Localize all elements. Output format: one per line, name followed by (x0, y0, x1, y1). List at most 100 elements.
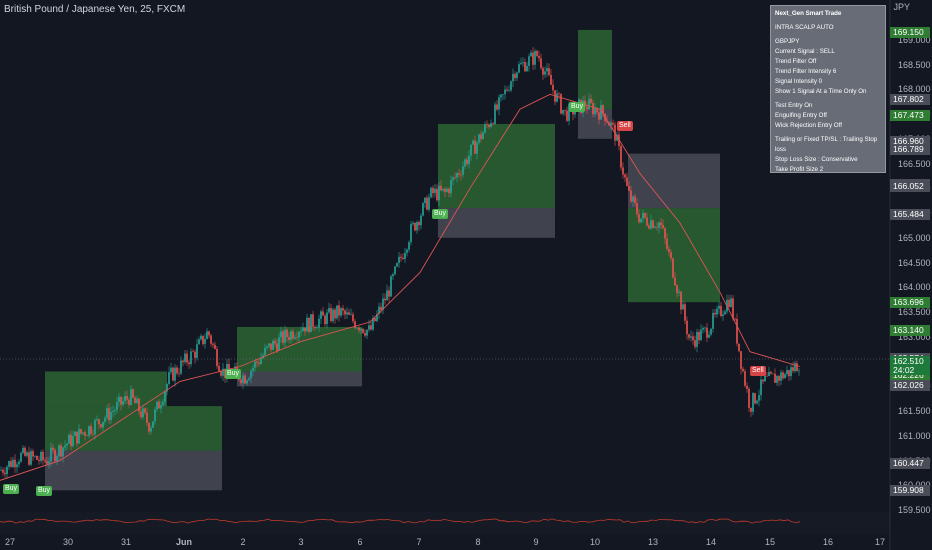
candle-body (646, 217, 648, 226)
candle-body (638, 214, 640, 223)
candle-body (106, 408, 108, 418)
candle-body (218, 366, 220, 372)
buy-signal-label: Buy (569, 102, 586, 112)
info-panel-line: Trend Filter Intensity 6 (775, 68, 837, 75)
candle-body (650, 220, 652, 229)
candle-body (778, 376, 780, 381)
candle-body (404, 252, 406, 259)
candle-body (616, 134, 618, 141)
candle-body (200, 335, 202, 340)
candle-body (738, 343, 740, 352)
candle-body (306, 317, 308, 332)
candle-body (602, 105, 604, 114)
time-axis-tick: 6 (357, 537, 363, 547)
candle-body (748, 388, 750, 408)
candle-body (462, 166, 464, 175)
candle-body (556, 93, 558, 102)
candle-body (6, 466, 8, 475)
price-axis-tick: 159.500 (898, 505, 931, 516)
candle-body (88, 426, 90, 436)
candle-body (766, 375, 768, 377)
candle-body (318, 318, 320, 328)
price-tag: 163.140 (890, 324, 930, 336)
candle-body (594, 108, 596, 115)
candle-body (516, 72, 518, 79)
candle-body (344, 310, 346, 315)
candle-body (418, 222, 420, 226)
candle-body (240, 379, 242, 384)
candle-body (276, 343, 278, 351)
candle-body (398, 256, 400, 264)
candle-body (574, 110, 576, 115)
candle-body (760, 379, 762, 396)
info-panel-line: Next_Gen Smart Trade (775, 10, 842, 17)
candle-body (664, 228, 666, 239)
candle-body (458, 173, 460, 175)
sell-signal-label: Sell (750, 366, 766, 376)
time-axis-tick: 8 (475, 537, 481, 547)
candle-body (154, 409, 156, 422)
candle-body (250, 370, 252, 379)
candle-body (772, 373, 774, 375)
candle-body (352, 314, 354, 322)
candle-body (166, 383, 168, 392)
candle-body (314, 326, 316, 328)
candle-body (734, 318, 736, 320)
time-axis-tick: 9 (533, 537, 539, 547)
price-tag: 160.447 (890, 458, 930, 470)
candle-body (138, 398, 140, 412)
candle-body (528, 56, 530, 66)
candle-body (678, 291, 680, 293)
candle-body (592, 102, 594, 115)
candle-body (430, 187, 432, 198)
stop-loss-zone (237, 371, 362, 387)
candle-body (264, 347, 266, 356)
candle-body (500, 94, 502, 98)
candle-body (184, 353, 186, 363)
price-tag: 166.052 (890, 180, 930, 192)
candle-body (52, 447, 54, 450)
candle-body (328, 308, 330, 313)
candle-body (202, 335, 204, 344)
candle-body (62, 447, 64, 457)
candle-body (216, 348, 218, 367)
candle-body (502, 94, 504, 95)
candle-body (660, 222, 662, 226)
candle-body (144, 408, 146, 413)
candle-body (326, 312, 328, 325)
candle-body (212, 343, 214, 345)
candle-body (244, 375, 246, 384)
candle-body (156, 401, 158, 410)
price-axis-tick: 165.000 (898, 232, 931, 243)
candle-body (14, 459, 16, 468)
candle-body (610, 122, 612, 126)
candle-body (4, 472, 6, 475)
candle-body (274, 340, 276, 344)
candle-body (340, 308, 342, 316)
candle-body (442, 188, 444, 191)
candle-body (566, 110, 568, 121)
time-axis-tick: 7 (416, 537, 422, 547)
candle-body (228, 363, 230, 372)
candle-body (0, 469, 2, 471)
candle-body (534, 50, 536, 65)
candle-body (774, 373, 776, 383)
candle-body (644, 213, 646, 218)
candle-body (186, 353, 188, 363)
candle-body (80, 429, 82, 434)
candle-body (692, 336, 694, 341)
candle-body (350, 314, 352, 315)
candle-body (478, 134, 480, 143)
info-panel-line: INTRA SCALP AUTO (775, 24, 834, 31)
candle-body (504, 89, 506, 95)
candle-body (488, 124, 490, 127)
candle-body (322, 311, 324, 316)
candle-body (416, 222, 418, 231)
candle-body (148, 422, 150, 432)
candle-body (484, 124, 486, 133)
price-axis-tick: 163.000 (898, 331, 931, 342)
moving-average-path (0, 93, 801, 481)
candle-body (160, 405, 162, 409)
candle-body (146, 412, 148, 423)
